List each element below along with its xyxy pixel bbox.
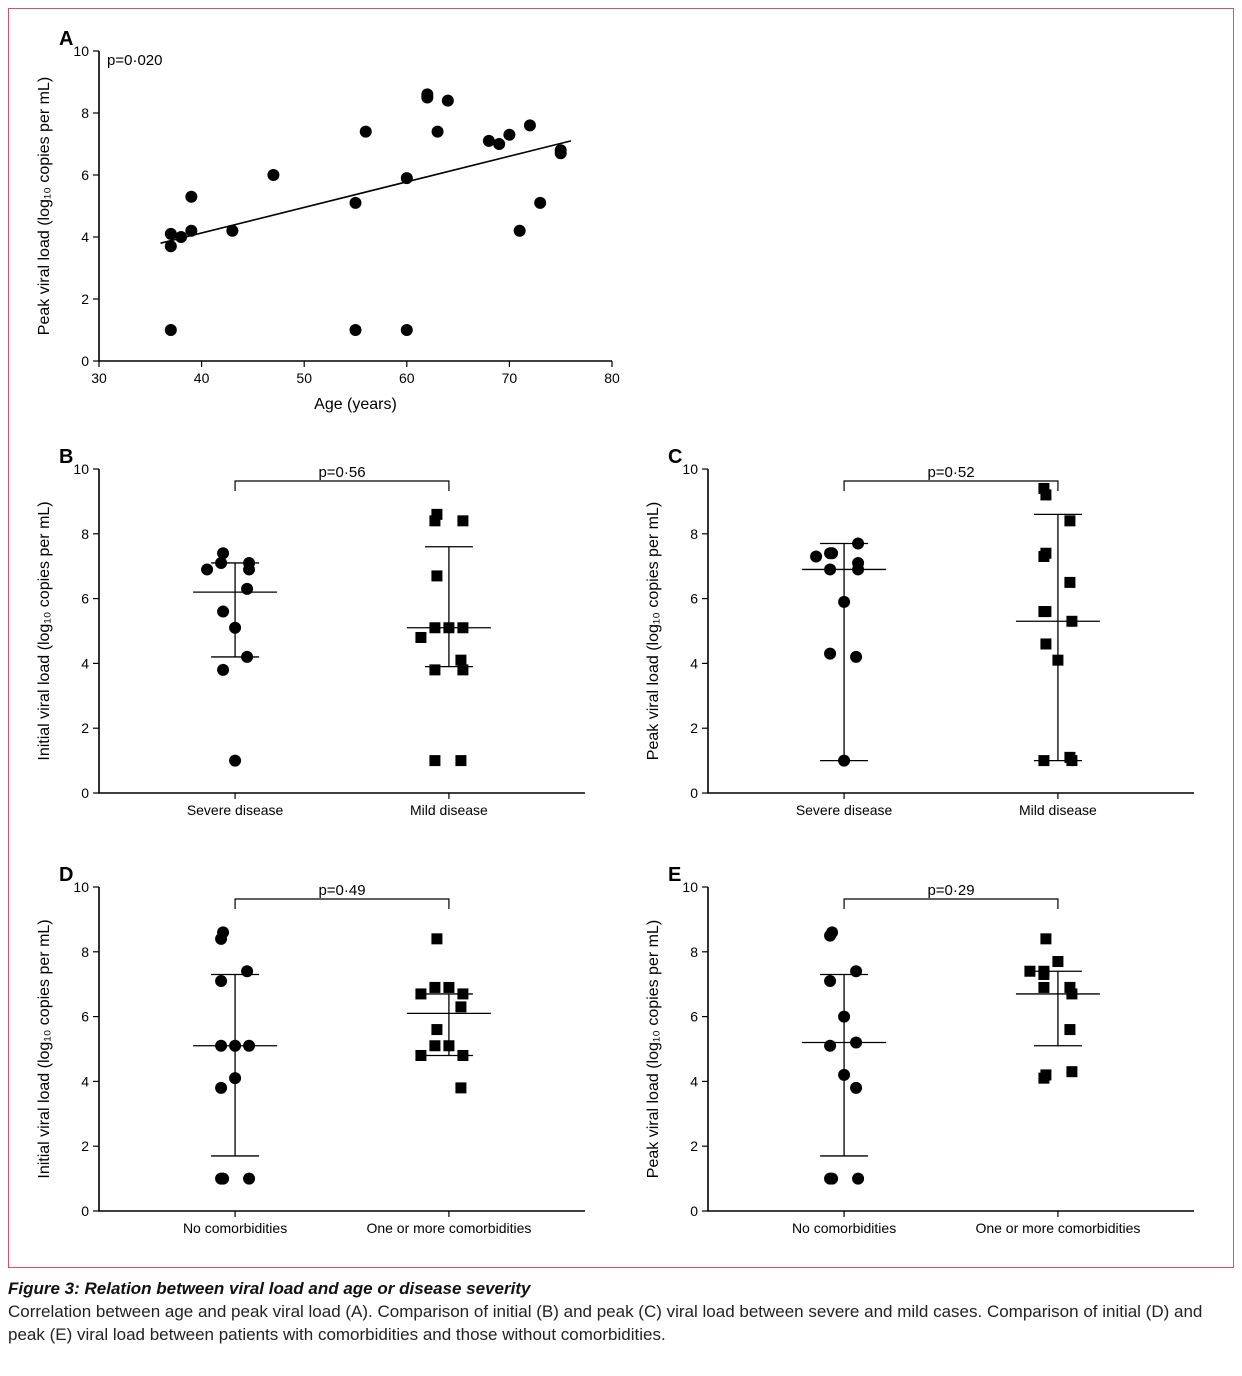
svg-text:p=0·29: p=0·29 (927, 882, 974, 899)
svg-text:10: 10 (73, 879, 89, 895)
svg-text:C: C (668, 446, 682, 468)
svg-text:4: 4 (690, 655, 698, 671)
svg-text:0: 0 (81, 785, 89, 801)
svg-text:No comorbidities: No comorbidities (792, 1220, 896, 1236)
svg-text:0: 0 (690, 1203, 698, 1219)
svg-text:60: 60 (399, 370, 415, 386)
svg-text:8: 8 (81, 105, 89, 121)
figure-caption: Figure 3: Relation between viral load an… (8, 1278, 1234, 1347)
svg-text:8: 8 (690, 944, 698, 960)
panel-b-cell: Bp=0·56 0 2 4 6 8 10 Initial viral load (log₁₀ … (27, 441, 606, 841)
panel-e-cell: Ep=0·29 0 2 4 6 8 10 Peak viral load (log₁₀ cop… (636, 859, 1215, 1259)
svg-text:Age (years): Age (years) (314, 396, 397, 413)
svg-text:10: 10 (73, 461, 89, 477)
svg-text:6: 6 (81, 591, 89, 607)
svg-text:D: D (59, 864, 73, 886)
svg-text:8: 8 (690, 526, 698, 542)
svg-text:10: 10 (682, 879, 698, 895)
svg-text:p=0·56: p=0·56 (318, 464, 365, 481)
svg-text:6: 6 (81, 1009, 89, 1025)
svg-text:8: 8 (81, 526, 89, 542)
figure-container: Ap=0·0200246810304050607080Age (years)Pe… (0, 0, 1242, 1355)
svg-text:Peak viral load (log₁₀ copies: Peak viral load (log₁₀ copies per mL) (36, 77, 53, 335)
svg-text:2: 2 (81, 1138, 89, 1154)
svg-text:Severe disease: Severe disease (187, 802, 284, 818)
svg-text:30: 30 (91, 370, 107, 386)
svg-text:2: 2 (81, 291, 89, 307)
svg-text:Initial viral load (log₁₀ copi: Initial viral load (log₁₀ copies per mL) (36, 501, 53, 760)
svg-text:4: 4 (81, 1073, 89, 1089)
caption-body: Correlation between age and peak viral l… (8, 1302, 1202, 1344)
svg-text:Peak viral load (log₁₀ copies: Peak viral load (log₁₀ copies per mL) (645, 502, 662, 760)
svg-text:Initial viral load (log₁₀ copi: Initial viral load (log₁₀ copies per mL) (36, 919, 53, 1178)
svg-text:Mild disease: Mild disease (410, 802, 488, 818)
svg-text:0: 0 (81, 1203, 89, 1219)
caption-title: Figure 3: Relation between viral load an… (8, 1279, 530, 1298)
figure-border: Ap=0·0200246810304050607080Age (years)Pe… (8, 8, 1234, 1268)
svg-text:4: 4 (81, 229, 89, 245)
svg-text:8: 8 (81, 944, 89, 960)
svg-text:B: B (59, 446, 73, 468)
svg-text:2: 2 (81, 720, 89, 736)
svg-text:E: E (668, 864, 681, 886)
panel-d-cell: Dp=0·49 0 2 4 6 8 10 Initial viral load (log₁₀ … (27, 859, 606, 1259)
svg-text:Severe disease: Severe disease (796, 802, 893, 818)
svg-text:10: 10 (73, 43, 89, 59)
svg-text:10: 10 (682, 461, 698, 477)
svg-text:No comorbidities: No comorbidities (183, 1220, 287, 1236)
svg-text:70: 70 (502, 370, 518, 386)
panel-grid: Ap=0·0200246810304050607080Age (years)Pe… (27, 23, 1215, 1259)
svg-text:50: 50 (296, 370, 312, 386)
svg-text:A: A (59, 28, 73, 50)
svg-text:One or more comorbidities: One or more comorbidities (366, 1220, 531, 1236)
svg-text:p=0·020: p=0·020 (107, 52, 162, 69)
panel-a-cell: Ap=0·020 0 2 4 6 8 10 30 40 50 60 70 80 Age (years) Pe… (27, 23, 1215, 423)
svg-text:6: 6 (690, 591, 698, 607)
panel-c-cell: Cp=0·52 0 2 4 6 8 10 Peak viral load (log₁₀ cop… (636, 441, 1215, 841)
svg-text:4: 4 (690, 1073, 698, 1089)
svg-text:6: 6 (81, 167, 89, 183)
svg-text:One or more comorbidities: One or more comorbidities (975, 1220, 1140, 1236)
svg-text:Peak viral load (log₁₀ copies: Peak viral load (log₁₀ copies per mL) (645, 920, 662, 1178)
svg-text:6: 6 (690, 1009, 698, 1025)
svg-text:2: 2 (690, 1138, 698, 1154)
svg-text:40: 40 (194, 370, 210, 386)
svg-text:p=0·52: p=0·52 (927, 464, 974, 481)
svg-text:80: 80 (604, 370, 620, 386)
svg-text:2: 2 (690, 720, 698, 736)
svg-text:Mild disease: Mild disease (1019, 802, 1097, 818)
svg-text:4: 4 (81, 655, 89, 671)
svg-text:0: 0 (690, 785, 698, 801)
svg-text:0: 0 (81, 353, 89, 369)
svg-text:p=0·49: p=0·49 (318, 882, 365, 899)
